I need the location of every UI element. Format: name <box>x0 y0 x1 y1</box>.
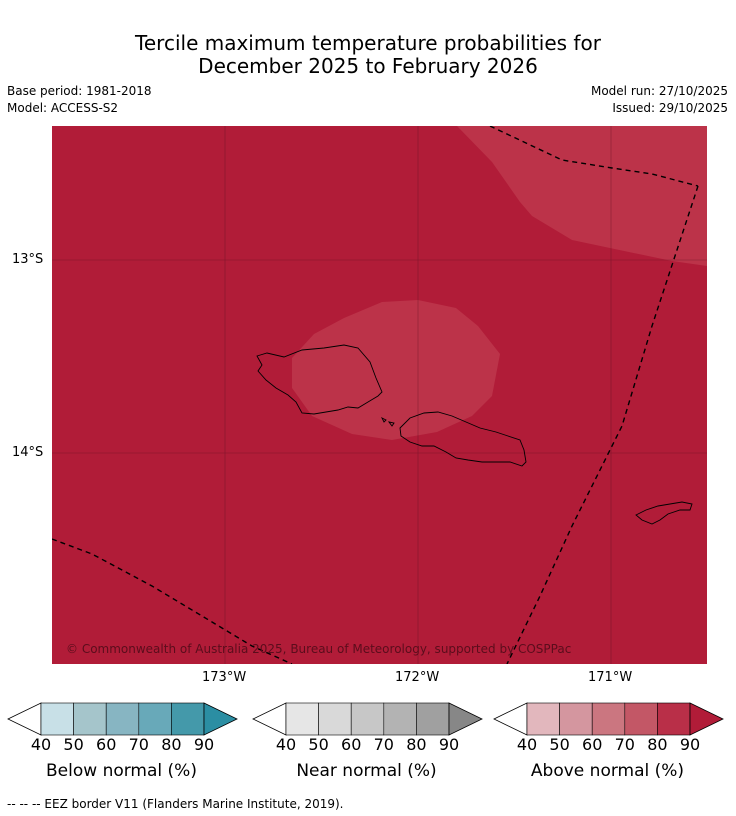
colorbar-below-segment <box>138 702 172 736</box>
colorbar-above-tick: 90 <box>679 735 701 754</box>
colorbar-above-segment <box>526 702 560 736</box>
island-savaii <box>256 344 383 415</box>
lon-label-173w: 173°W <box>202 670 247 685</box>
probability-field-top-right <box>457 126 707 266</box>
colorbar-below-label: Below normal (%) <box>46 761 197 781</box>
colorbar-above-tick: 70 <box>614 735 635 754</box>
colorbar-below-tick: 40 <box>30 735 52 754</box>
lon-label-171w: 171°W <box>588 670 633 685</box>
colorbar-below <box>7 702 238 736</box>
colorbar-near-tick: 90 <box>438 735 460 754</box>
colorbar-above-label: Above normal (%) <box>530 761 685 781</box>
colorbar-near-tick: 70 <box>373 735 394 754</box>
title-line-2: December 2025 to February 2026 <box>198 54 538 78</box>
colorbar-below-segment <box>40 702 74 736</box>
island-apolima <box>380 416 387 423</box>
probability-field-center <box>292 300 500 440</box>
colorbar-near-under-triangle <box>252 702 287 736</box>
island-upolu <box>399 411 527 467</box>
coastlines <box>256 344 693 525</box>
base-period: Base period: 1981-2018 <box>7 84 152 98</box>
eez-legend-note: -- -- -- EEZ border V11 (Flanders Marine… <box>7 797 344 811</box>
colorbar-below-segment <box>171 702 205 736</box>
eez-borders <box>52 126 699 664</box>
island-tutuila <box>635 501 693 525</box>
colorbar-below-tick: 60 <box>96 735 117 754</box>
map-canvas: © Commonwealth of Australia 2025, Bureau… <box>52 126 707 664</box>
eez-border-southwest <box>52 538 293 664</box>
colorbar-near-segment <box>416 702 450 736</box>
colorbar-near <box>252 702 483 736</box>
colorbar-near-label: Near normal (%) <box>296 761 437 781</box>
colorbar-above-tick: 60 <box>582 735 603 754</box>
map-panel: © Commonwealth of Australia 2025, Bureau… <box>52 126 707 664</box>
colorbar-above-segment <box>591 702 626 736</box>
eez-border-east <box>506 185 699 664</box>
colorbar-above-tick: 50 <box>549 735 570 754</box>
colorbar-above-tick: 80 <box>647 735 668 754</box>
model-run: Model run: 27/10/2025 <box>590 84 728 98</box>
lon-label-172w: 172°W <box>395 670 440 685</box>
colorbar-near-tick: 60 <box>341 735 362 754</box>
copyright-notice: © Commonwealth of Australia 2025, Bureau… <box>66 642 571 656</box>
colorbar-near-over-triangle <box>448 702 483 736</box>
colorbar-above-segment <box>624 702 658 736</box>
colorbar-below-segment <box>105 702 140 736</box>
colorbar-below-segment <box>73 702 107 736</box>
graticule <box>52 126 707 664</box>
colorbar-above-over-triangle <box>689 702 724 736</box>
colorbar-above-segment <box>657 702 691 736</box>
title-line-1: Tercile maximum temperature probabilitie… <box>135 31 601 55</box>
eez-border-north <box>489 126 699 187</box>
colorbar-near-segment <box>285 702 319 736</box>
model-name: Model: ACCESS-S2 <box>7 101 119 115</box>
colorbar-above-tick: 40 <box>516 735 538 754</box>
colorbar-below-tick: 90 <box>193 735 215 754</box>
colorbar-above <box>493 702 724 736</box>
issued-date: Issued: 29/10/2025 <box>612 101 728 115</box>
colorbar-below-under-triangle <box>7 702 42 736</box>
colorbar-below-tick: 50 <box>63 735 84 754</box>
colorbar-below-tick: 80 <box>161 735 182 754</box>
colorbar-near-tick: 50 <box>308 735 329 754</box>
colorbar-near-tick: 40 <box>275 735 297 754</box>
colorbar-near-tick: 80 <box>406 735 427 754</box>
colorbar-above-segment <box>559 702 593 736</box>
colorbar-near-segment <box>383 702 417 736</box>
colorbar-above-under-triangle <box>493 702 528 736</box>
colorbar-below-over-triangle <box>203 702 238 736</box>
colorbar-near-segment <box>318 702 352 736</box>
colorbar-below-tick: 70 <box>128 735 149 754</box>
lat-label-13s: 13°S <box>12 252 44 267</box>
island-manono <box>387 421 395 427</box>
lat-label-14s: 14°S <box>12 445 44 460</box>
colorbar-near-segment <box>350 702 385 736</box>
